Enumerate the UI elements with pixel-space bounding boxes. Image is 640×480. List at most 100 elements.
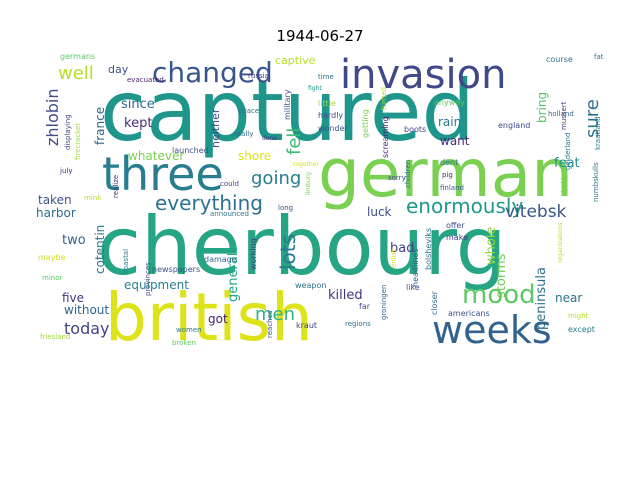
word-kept: kept	[124, 116, 152, 131]
word-july: july	[59, 167, 72, 175]
word-shore: shore	[238, 149, 271, 163]
word-mussert: mussert	[560, 101, 568, 130]
word-rain: rain	[438, 115, 461, 129]
word-time: time	[318, 73, 334, 81]
word-cherbourg: cherbourg	[97, 200, 507, 293]
word-without: without	[64, 303, 109, 317]
word-peace: peace	[238, 107, 259, 115]
word-british: british	[105, 279, 313, 356]
word-harbor: harbor	[36, 206, 76, 220]
word-little: little	[318, 99, 336, 108]
word-gelderland: gelderland	[564, 133, 572, 170]
word-wonder: wonder	[318, 124, 349, 133]
word-groningen: groningen	[380, 285, 388, 320]
word-peninsula: peninsula	[534, 267, 549, 330]
word-course: course	[546, 55, 573, 64]
word-sure: sure	[582, 99, 603, 138]
word-going: going	[251, 168, 301, 189]
figure-title: 1944-06-27	[276, 27, 364, 45]
word-americans: americans	[448, 309, 490, 318]
word-feat: feat	[554, 156, 580, 171]
word-bring: bring	[535, 92, 549, 123]
word-german: german	[318, 135, 573, 212]
word-fat: fat	[594, 53, 604, 61]
word-boots: boots	[404, 125, 426, 134]
word-killed: killed	[328, 288, 363, 303]
word-offer: offer	[446, 221, 465, 230]
word-coastal: coastal	[122, 249, 130, 274]
word-getting: getting	[361, 109, 370, 138]
word-except: except	[568, 325, 595, 334]
word-really: really	[234, 130, 253, 138]
word-done: done	[262, 135, 277, 142]
word-launched: launched	[172, 146, 209, 155]
word-turned: turned	[380, 87, 388, 110]
word-like: like	[406, 283, 420, 292]
word-organizations: organizations	[557, 223, 564, 263]
word-fell: fell	[284, 128, 305, 155]
word-could: could	[220, 180, 239, 188]
word-taken: taken	[38, 193, 72, 207]
word-limburg: limburg	[305, 172, 312, 195]
word-day: day	[108, 63, 129, 76]
word-screaming: screaming	[381, 116, 390, 158]
word-storms: storms	[494, 253, 509, 298]
word-england: england	[498, 121, 530, 130]
word-enlist: enlist	[390, 249, 398, 268]
word-zhlobin: zhlobin	[43, 88, 62, 146]
word-vitebsk: vitebsk	[505, 202, 567, 222]
word-three: three	[102, 147, 224, 201]
word-captured: captured	[100, 62, 475, 160]
word-invasion: invasion	[340, 52, 506, 98]
word-since: since	[121, 97, 155, 112]
word-mood: mood	[462, 280, 536, 310]
word-broken: broken	[172, 339, 196, 347]
word-france: france	[93, 107, 107, 145]
word-announced: announced	[210, 210, 249, 218]
word-long: long	[278, 204, 293, 212]
word-firecracker: firecracker	[74, 123, 82, 160]
word-weeks: weeks	[432, 308, 552, 352]
word-anyway: anyway	[434, 98, 465, 107]
word-kraut: kraut	[296, 321, 317, 330]
word-sorry: sorry	[388, 174, 406, 182]
word-together: together	[293, 161, 319, 168]
word-whatever: whatever	[128, 149, 184, 163]
word-fight: fight	[308, 85, 322, 92]
word-provinces: provinces	[144, 262, 152, 296]
word-working: working	[249, 238, 258, 270]
word-might: might	[568, 312, 589, 320]
word-evacuated: evacuated	[127, 76, 164, 84]
word-changed: changed	[152, 56, 273, 89]
word-pig: pig	[442, 171, 453, 179]
word-finland: finland	[440, 184, 464, 192]
word-near: near	[555, 291, 582, 305]
word-mink: mink	[84, 194, 102, 202]
word-krautland: krautland	[594, 116, 602, 150]
word-reaches: reaches	[266, 310, 274, 338]
word-bolsheviks: bolsheviks	[424, 228, 433, 270]
word-luck: luck	[367, 205, 392, 219]
word-whole: whole	[484, 227, 499, 265]
word-dent: dent	[440, 158, 458, 167]
word-well: well	[58, 63, 94, 84]
word-generals: generals	[226, 246, 241, 302]
word-realize: realize	[112, 175, 120, 198]
word-two: two	[62, 233, 86, 248]
word-equipment: equipment	[124, 278, 189, 292]
word-newspapers: newspapers	[152, 265, 200, 274]
word-today: today	[64, 319, 110, 338]
word-numbskulls: numbskulls	[592, 162, 600, 202]
word-minor: minor	[42, 274, 62, 282]
word-want: want	[440, 134, 470, 148]
word-friesland: friesland	[40, 333, 70, 341]
word-closer: closer	[430, 290, 439, 315]
word-neither: neither	[209, 108, 222, 148]
word-military: military	[283, 89, 292, 120]
word-holland: holland	[548, 110, 574, 118]
word-enormously: enormously	[406, 194, 523, 218]
word-got: got	[208, 312, 228, 326]
word-men: men	[255, 304, 295, 325]
